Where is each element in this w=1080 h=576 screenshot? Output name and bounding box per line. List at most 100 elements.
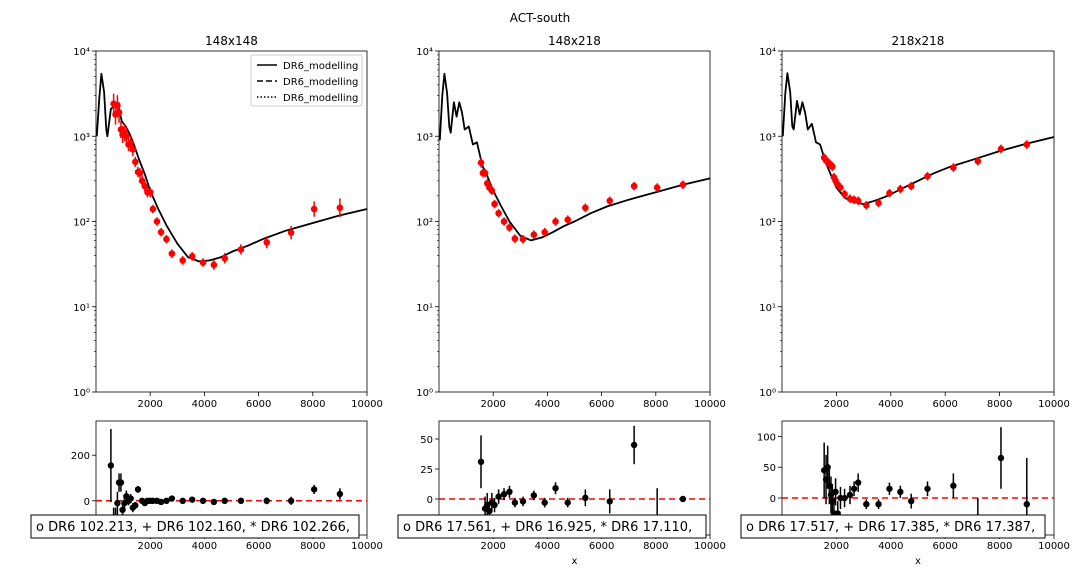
residual-point <box>168 495 176 502</box>
residual-point <box>189 496 196 503</box>
residual-y-tick-label: 0 <box>427 495 433 506</box>
x-tick-label: 8000 <box>300 399 325 410</box>
residual-point <box>886 485 893 492</box>
x-tick-label: 2000 <box>824 399 849 410</box>
residual-point <box>846 491 854 499</box>
annotation-text: o DR6 102.213, + DR6 102.160, * DR6 102.… <box>36 520 350 535</box>
chart-panel-2: 148x218 2000 4000 6000 8000 10000 10⁰ 10¹ 10² 10³… <box>397 34 726 567</box>
residual-y-tick-label: 200 <box>71 451 90 462</box>
y-tick-label: 10³ <box>416 132 433 143</box>
y-tick-label: 10⁴ <box>416 47 433 58</box>
residual-point <box>237 497 245 504</box>
residual-x-tick-label: 2000 <box>137 541 162 552</box>
data-point <box>263 239 271 246</box>
residual-point <box>199 497 207 504</box>
y-tick-label: 10³ <box>759 132 776 143</box>
x-tick-label: 6000 <box>589 399 614 410</box>
residual-point <box>506 488 513 495</box>
residual-point <box>832 488 839 496</box>
y-tick-label: 10³ <box>73 132 90 143</box>
residual-x-tick-label: 6000 <box>246 541 271 552</box>
residual-point <box>1023 500 1030 508</box>
data-point <box>131 158 139 166</box>
residual-point <box>263 497 270 504</box>
x-tick-label: 8000 <box>987 399 1012 410</box>
residual-x-tick-label: 6000 <box>589 541 614 552</box>
residual-point <box>850 485 858 492</box>
y-tick-label: 10² <box>416 218 433 229</box>
x-tick-label: 10000 <box>351 399 383 410</box>
data-point <box>149 205 157 213</box>
data-point <box>837 184 844 191</box>
residual-y-tick-label: 0 <box>770 494 776 505</box>
data-point <box>477 159 485 166</box>
model-curve <box>781 72 1055 206</box>
residual-point <box>336 490 344 498</box>
data-point <box>606 197 614 205</box>
y-tick-label: 10⁴ <box>73 47 90 58</box>
x-tick-label: 2000 <box>137 399 162 410</box>
data-point <box>138 177 146 185</box>
y-tick-label: 10⁰ <box>759 388 776 399</box>
data-point <box>488 187 496 194</box>
residual-point <box>127 495 134 502</box>
data-point <box>506 224 513 231</box>
y-tick-label: 10² <box>759 218 776 229</box>
residual-x-tick-label: 6000 <box>932 541 957 552</box>
data-point <box>974 157 982 165</box>
residual-point <box>863 500 870 508</box>
data-point <box>188 253 196 260</box>
y-tick-label: 10² <box>73 218 90 229</box>
data-point <box>530 231 538 239</box>
residual-x-tick-label: 8000 <box>987 541 1012 552</box>
residual-y-tick-label: 25 <box>420 465 433 476</box>
data-point <box>679 181 687 189</box>
data-point <box>841 190 848 198</box>
residual-point <box>310 486 318 493</box>
chart-title: 148x218 <box>548 34 601 48</box>
residual-point <box>582 494 589 501</box>
annotation-box <box>397 514 707 539</box>
residual-point <box>854 479 862 486</box>
data-point <box>653 184 661 191</box>
y-tick-label: 10¹ <box>759 303 776 314</box>
data-point <box>221 255 229 262</box>
legend-label: DR6_modelling <box>283 93 358 104</box>
data-point <box>1023 141 1031 148</box>
x-axis-label: x <box>915 556 921 567</box>
residual-point <box>511 499 519 506</box>
data-point <box>129 146 137 153</box>
chart-title: 218x218 <box>892 34 945 48</box>
residual-point <box>491 501 498 509</box>
residual-point <box>157 498 165 506</box>
data-point <box>897 185 904 193</box>
y-tick-label: 10⁴ <box>759 47 776 58</box>
y-tick-label: 10⁰ <box>416 388 433 399</box>
residual-point <box>486 507 493 515</box>
chart-title: 148x148 <box>205 34 258 48</box>
residual-point <box>107 462 115 469</box>
data-point <box>491 200 498 208</box>
residual-point <box>500 491 508 498</box>
residual-point <box>117 479 125 486</box>
legend-box <box>250 54 363 107</box>
residual-point <box>210 498 218 506</box>
data-point <box>115 109 123 116</box>
residual-point <box>924 485 931 492</box>
residual-point <box>541 499 548 506</box>
residual-point <box>519 498 527 505</box>
data-point <box>153 218 161 225</box>
residual-point <box>134 486 142 493</box>
data-point <box>875 199 882 207</box>
main-axes-frame <box>781 50 1055 393</box>
residual-point <box>287 497 295 504</box>
residual-x-tick-label: 10000 <box>1038 541 1070 552</box>
x-tick-label: 6000 <box>246 399 271 410</box>
data-point <box>179 257 187 264</box>
residual-point <box>132 502 139 509</box>
x-tick-label: 10000 <box>694 399 726 410</box>
residual-x-tick-label: 4000 <box>192 541 217 552</box>
residual-point <box>114 499 121 507</box>
legend-label: DR6_modelling <box>283 77 358 88</box>
